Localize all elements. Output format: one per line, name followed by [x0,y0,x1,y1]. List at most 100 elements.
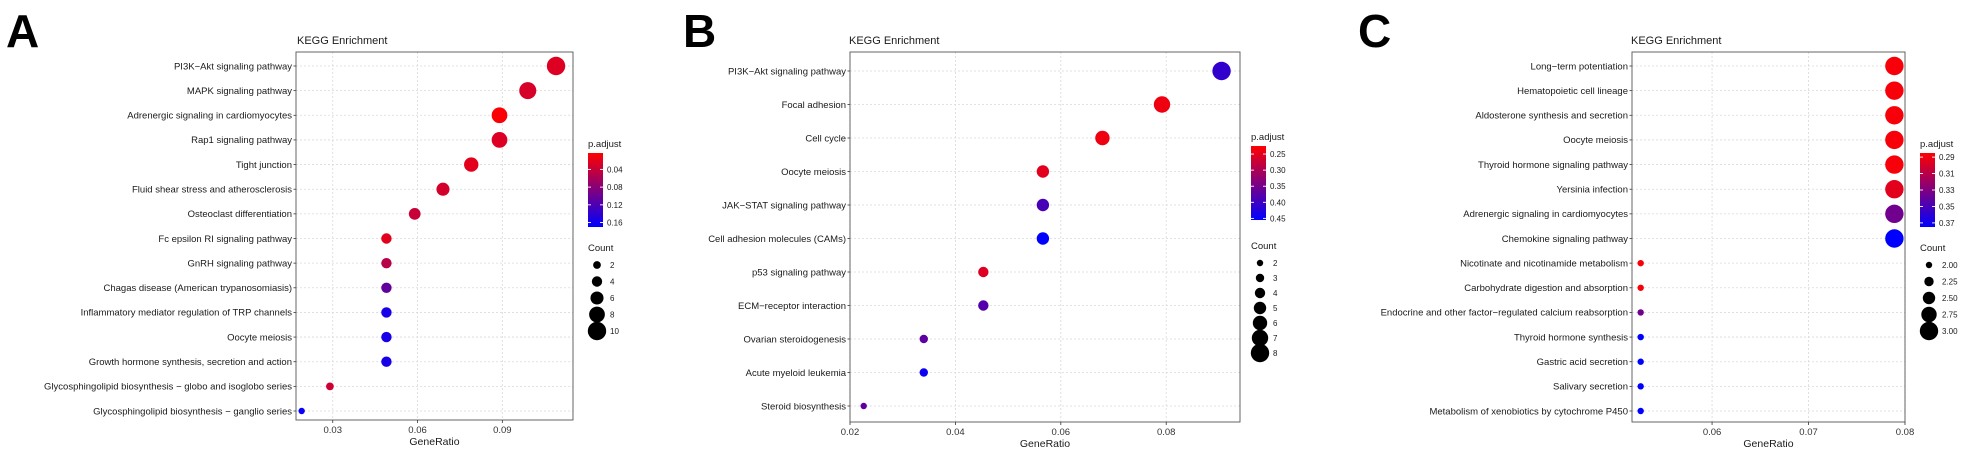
data-point [381,331,392,343]
category-label: Salivary secretion [1553,382,1628,393]
category-label: Tight junction [236,160,292,171]
size-legend: Count 2.00 2.25 2.50 2.75 3.00 [1919,243,1958,341]
color-legend: p.adjust 0.04 0.08 0.12 0.16 [588,139,623,228]
category-label: Endocrine and other factor−regulated cal… [1381,308,1628,319]
data-point [381,282,392,293]
size-legend-dot [1252,315,1268,331]
panel-b: B KEGG Enrichment PI3K−Akt signaling pathw… [683,5,1286,450]
category-label: Aldosterone synthesis and secretion [1475,111,1628,122]
size-legend-label: 2.25 [1942,278,1958,287]
category-label: Nicotinate and nicotinamide metabolism [1460,258,1628,269]
data-point [1036,198,1050,212]
size-legend-label: 7 [1273,334,1278,343]
size-legend-dot [1256,259,1264,267]
panel-letter: B [683,5,716,57]
data-point [298,407,305,415]
data-point [860,402,867,410]
category-label: PI3K−Akt signaling pathway [174,61,292,72]
category-label: Steroid biosynthesis [761,401,846,412]
size-legend-label: 6 [1273,319,1278,328]
data-point [1637,407,1644,415]
size-legend-label: 2.75 [1942,311,1958,320]
size-legend-title: Count [1920,243,1946,254]
size-legend-dot [593,261,601,269]
data-point [464,157,479,172]
color-legend-label: 0.45 [1270,214,1286,223]
category-label: Rap1 signaling pathway [191,135,292,146]
plot-background [296,52,573,420]
data-point [381,307,392,318]
size-legend-dot [1925,261,1933,269]
color-legend-label: 0.25 [1270,150,1286,159]
category-label: Ovarian steroidogenesis [744,334,847,345]
color-legend-title: p.adjust [1251,132,1285,143]
category-label: Acute myeloid leukemia [746,368,847,379]
data-point [1885,56,1904,76]
panel-letter: C [1358,5,1391,57]
category-label: Oocyte meiosis [227,332,292,343]
size-legend-label: 5 [1273,304,1278,313]
size-legend: Count 2 4 6 8 10 [587,243,619,341]
category-label: Cell adhesion molecules (CAMs) [708,234,846,245]
color-legend-title: p.adjust [588,139,622,150]
size-legend-label: 8 [1273,349,1278,358]
size-legend-label: 3.00 [1942,327,1958,336]
x-tick-label: 0.08 [1896,427,1915,438]
data-point [1885,106,1904,125]
data-point [1885,204,1904,224]
size-legend-label: 4 [610,278,615,287]
color-legend-label: 0.12 [607,201,623,210]
category-label: Osteoclast differentiation [188,209,292,220]
x-tick-label: 0.06 [1703,427,1722,438]
data-point [1637,383,1644,390]
data-point [1885,155,1904,174]
panel-c: C KEGG Enrichment Long−term potentiation He… [1358,5,1958,450]
category-label: Gastric acid secretion [1537,357,1628,368]
plot-frame [295,51,574,421]
color-bar [1251,146,1266,220]
category-label: Fluid shear stress and atherosclerosis [132,185,292,196]
category-label: Metabolism of xenobiotics by cytochrome … [1429,406,1628,417]
color-legend-label: 0.30 [1270,166,1286,175]
x-tick-label: 0.03 [323,425,342,436]
data-point [978,266,989,278]
data-point [1637,309,1644,316]
data-point [491,107,508,124]
data-point [519,82,537,100]
category-label: Fc epsilon RI signaling pathway [158,234,292,245]
data-point [326,382,334,391]
data-point [381,356,392,367]
category-label: Oocyte meiosis [1563,135,1628,146]
category-label: Inflammatory mediator regulation of TRP … [81,308,293,319]
data-point [1637,333,1644,341]
size-legend-label: 2 [1273,259,1278,268]
size-legend-dot [1919,321,1939,341]
size-legend-label: 3 [1273,274,1278,283]
category-label: MAPK signaling pathway [187,86,292,97]
data-point [1212,61,1231,81]
category-label: Long−term potentiation [1531,61,1628,72]
size-legend-label: 6 [610,294,615,303]
category-label: Focal adhesion [782,100,846,111]
x-tick-label: 0.07 [1799,427,1818,438]
size-legend-label: 4 [1273,289,1278,298]
data-point [436,182,450,196]
data-point [381,257,392,269]
category-label: Oocyte meiosis [781,167,846,178]
category-label: Adrenergic signaling in cardiomyocytes [127,111,292,122]
category-label: Chemokine signaling pathway [1502,234,1628,245]
panel-a: A KEGG Enrichment PI3K−Akt signaling pathw… [6,5,623,448]
plot-frame [1631,51,1906,423]
data-point [1036,232,1050,245]
x-tick-label: 0.06 [408,425,427,436]
category-label: ECM−receptor interaction [738,301,846,312]
category-label: Yersinia infection [1557,185,1628,196]
data-point [919,334,928,344]
size-legend-label: 10 [610,327,619,336]
chart-title: KEGG Enrichment [297,35,387,47]
x-axis-title: GeneRatio [409,436,459,448]
size-legend-dot [1921,306,1937,323]
data-point [1637,259,1644,267]
x-axis-title: GeneRatio [1020,438,1070,450]
